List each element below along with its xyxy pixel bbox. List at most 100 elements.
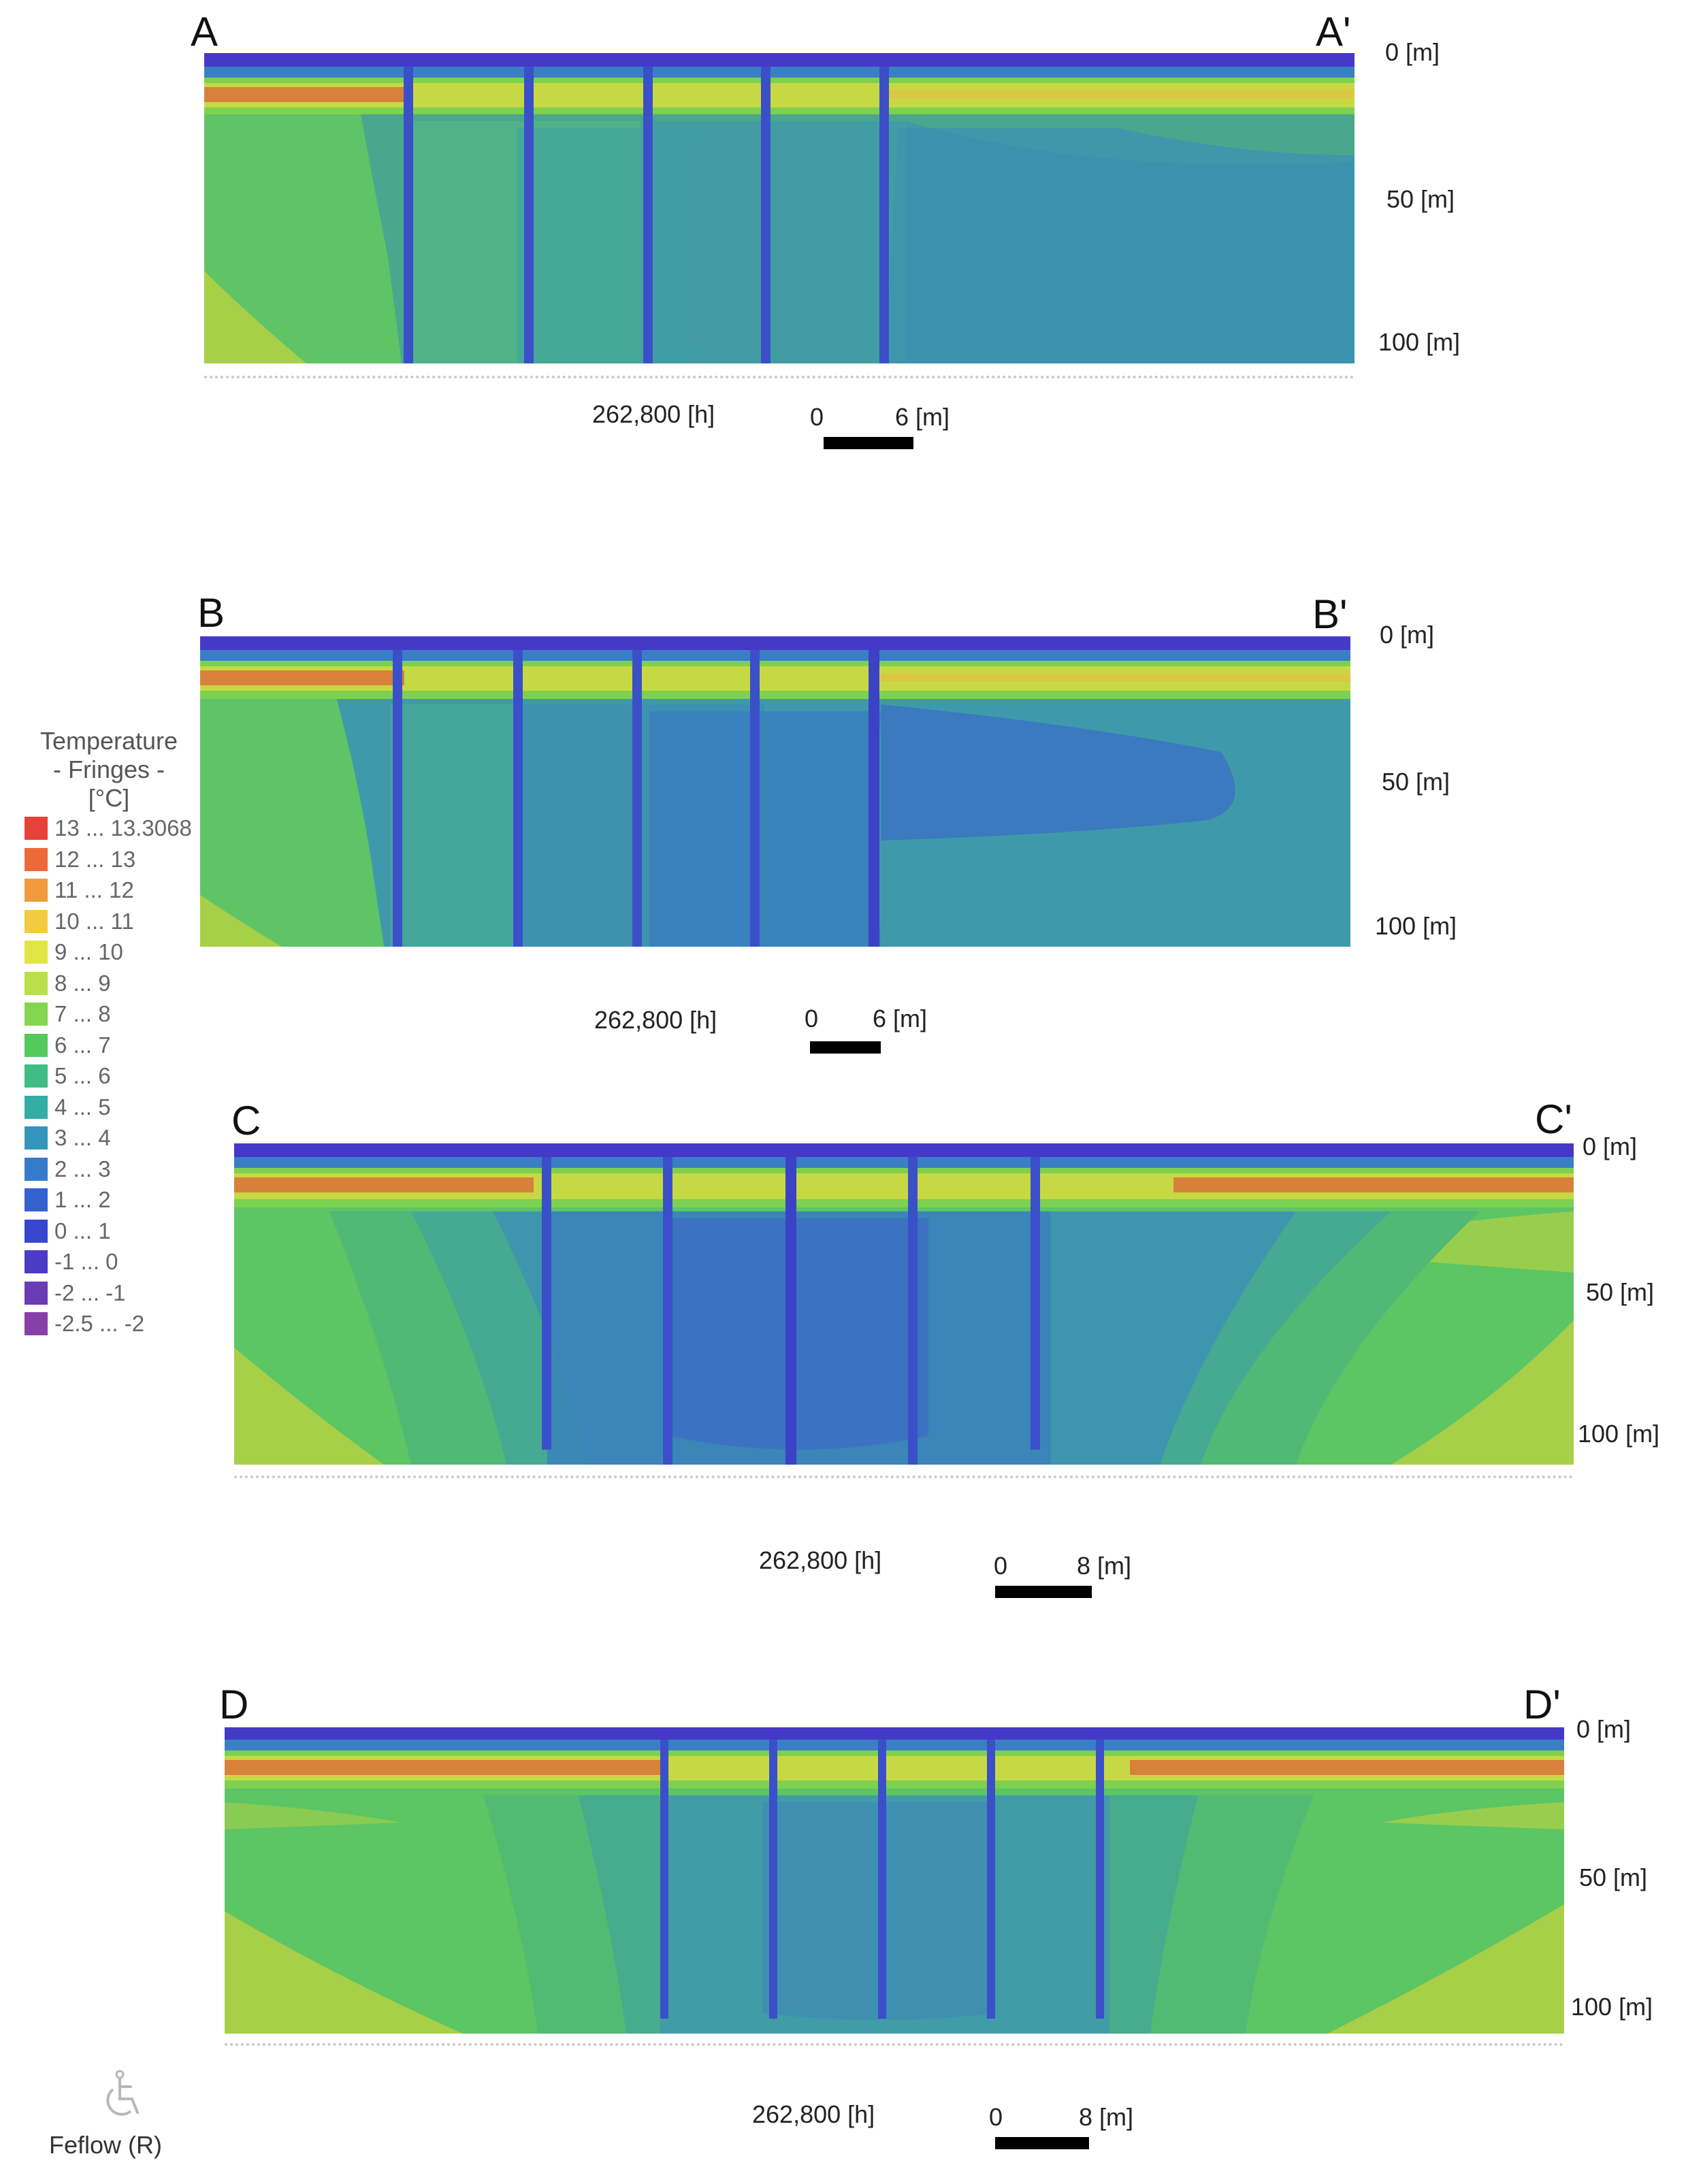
legend-label: 2 ... 3 xyxy=(54,1156,111,1181)
legend-swatch xyxy=(25,879,48,902)
legend-swatch xyxy=(25,1064,48,1088)
legend-swatch xyxy=(25,847,48,871)
legend-label: 7 ... 8 xyxy=(54,1001,111,1026)
simulation-time-label: 262,800 [h] xyxy=(759,1546,882,1574)
section-start-label: B xyxy=(197,590,225,636)
legend-item: 3 ... 4 xyxy=(20,1122,218,1154)
temperature-cross-section-plot xyxy=(200,636,1350,947)
depth-label-100m: 100 [m] xyxy=(1571,1993,1653,2021)
scale-bar xyxy=(995,2137,1089,2149)
section-start-label: C xyxy=(231,1098,261,1143)
legend-swatch xyxy=(25,1033,48,1057)
legend-label: 13 ... 13.3068 xyxy=(54,815,192,841)
legend-label: 6 ... 7 xyxy=(54,1032,111,1058)
legend-label: 12 ... 13 xyxy=(54,846,136,872)
section-end-label: B' xyxy=(1312,591,1348,637)
simulation-time-label: 262,800 [h] xyxy=(752,2100,875,2128)
depth-label-50m: 50 [m] xyxy=(1386,185,1455,213)
temperature-cross-section-plot xyxy=(225,1727,1564,2034)
legend-label: 3 ... 4 xyxy=(54,1125,111,1150)
scale-bar-start-label: 0 xyxy=(810,403,824,431)
legend-label: -2 ... -1 xyxy=(54,1280,126,1305)
legend-label: 9 ... 10 xyxy=(54,939,123,964)
scale-bar-end-label: 6 [m] xyxy=(895,403,950,431)
scale-bar-end-label: 8 [m] xyxy=(1077,1552,1132,1580)
temperature-cross-section-plot xyxy=(234,1143,1574,1465)
legend-swatch xyxy=(25,1250,48,1273)
legend-label: 1 ... 2 xyxy=(54,1187,111,1212)
legend-swatch xyxy=(25,1312,48,1335)
legend-swatch xyxy=(25,909,48,933)
scale-bar xyxy=(810,1041,881,1054)
feflow-label: Feflow (R) xyxy=(49,2131,163,2159)
depth-label-0m: 0 [m] xyxy=(1380,621,1435,649)
legend-item: 1 ... 2 xyxy=(20,1184,218,1216)
feflow-brand: Feflow (R) xyxy=(49,2069,162,2159)
temperature-legend: Temperature - Fringes - [°C] 13 ... 13.3… xyxy=(20,727,218,1339)
scale-bar-end-label: 6 [m] xyxy=(873,1005,928,1032)
depth-label-0m: 0 [m] xyxy=(1576,1715,1632,1743)
legend-swatch xyxy=(25,1126,48,1150)
legend-label: 0 ... 1 xyxy=(54,1218,111,1243)
legend-item: 5 ... 6 xyxy=(20,1060,218,1092)
legend-label: -2.5 ... -2 xyxy=(54,1311,145,1336)
feflow-logo-icon xyxy=(106,2070,139,2116)
cross-section-svg xyxy=(225,1727,1564,2034)
legend-label: 10 ... 11 xyxy=(54,908,134,934)
legend-title-line2: - Fringes - xyxy=(52,755,165,783)
legend-label: -1 ... 0 xyxy=(54,1249,118,1274)
legend-item: -2 ... -1 xyxy=(20,1277,218,1309)
depth-label-0m: 0 [m] xyxy=(1583,1132,1638,1160)
depth-label-50m: 50 [m] xyxy=(1586,1278,1655,1306)
legend-items: 13 ... 13.3068 12 ... 13 11 ... 12 10 ... 1… xyxy=(20,813,218,1339)
legend-item: 2 ... 3 xyxy=(20,1154,218,1185)
depth-label-100m: 100 [m] xyxy=(1375,912,1457,940)
legend-label: 5 ... 6 xyxy=(54,1063,111,1088)
section-end-label: D' xyxy=(1523,1682,1561,1727)
scale-bar xyxy=(995,1586,1092,1598)
scale-bar-start-label: 0 xyxy=(994,1552,1008,1580)
legend-item: 11 ... 12 xyxy=(20,875,218,906)
cross-section-svg xyxy=(204,53,1355,363)
legend-label: 8 ... 9 xyxy=(54,970,111,996)
scale-bar xyxy=(824,437,913,449)
temperature-cross-section-plot xyxy=(204,53,1355,363)
legend-item: 0 ... 1 xyxy=(20,1216,218,1247)
simulation-time-label: 262,800 [h] xyxy=(592,400,715,428)
legend-item: 9 ... 10 xyxy=(20,936,218,968)
plot-bottom-dotted-line xyxy=(234,1476,1574,1478)
legend-swatch xyxy=(25,1281,48,1305)
legend-item: 4 ... 5 xyxy=(20,1092,218,1123)
legend-title-line3: [°C] xyxy=(88,784,130,812)
legend-item: -2.5 ... -2 xyxy=(20,1308,218,1339)
legend-swatch xyxy=(25,1188,48,1211)
scale-bar-start-label: 0 xyxy=(805,1005,819,1032)
depth-label-0m: 0 [m] xyxy=(1385,38,1440,66)
legend-swatch xyxy=(25,1157,48,1181)
legend-swatch xyxy=(25,971,48,995)
legend-swatch xyxy=(25,1095,48,1119)
scale-bar-start-label: 0 xyxy=(989,2103,1003,2131)
section-end-label: A' xyxy=(1316,9,1351,54)
legend-swatch xyxy=(25,817,48,840)
legend-swatch xyxy=(25,1003,48,1026)
legend-swatch xyxy=(25,941,48,964)
simulation-time-label: 262,800 [h] xyxy=(594,1006,717,1034)
legend-item: 7 ... 8 xyxy=(20,998,218,1030)
legend-item: 13 ... 13.3068 xyxy=(20,813,218,844)
legend-title: Temperature - Fringes - [°C] xyxy=(20,727,197,813)
legend-title-line1: Temperature xyxy=(39,727,178,755)
plot-bottom-dotted-line xyxy=(225,2043,1564,2046)
legend-item: 6 ... 7 xyxy=(20,1030,218,1061)
cross-section-svg xyxy=(200,636,1350,947)
legend-item: -1 ... 0 xyxy=(20,1246,218,1277)
plot-bottom-dotted-line xyxy=(204,376,1355,378)
depth-label-50m: 50 [m] xyxy=(1579,1863,1648,1891)
section-start-label: D xyxy=(219,1682,249,1727)
legend-label: 11 ... 12 xyxy=(54,877,134,902)
legend-item: 8 ... 9 xyxy=(20,968,218,999)
scale-bar-end-label: 8 [m] xyxy=(1079,2103,1134,2131)
cross-section-svg xyxy=(234,1143,1574,1465)
legend-swatch xyxy=(25,1219,48,1243)
section-end-label: C' xyxy=(1535,1096,1572,1142)
